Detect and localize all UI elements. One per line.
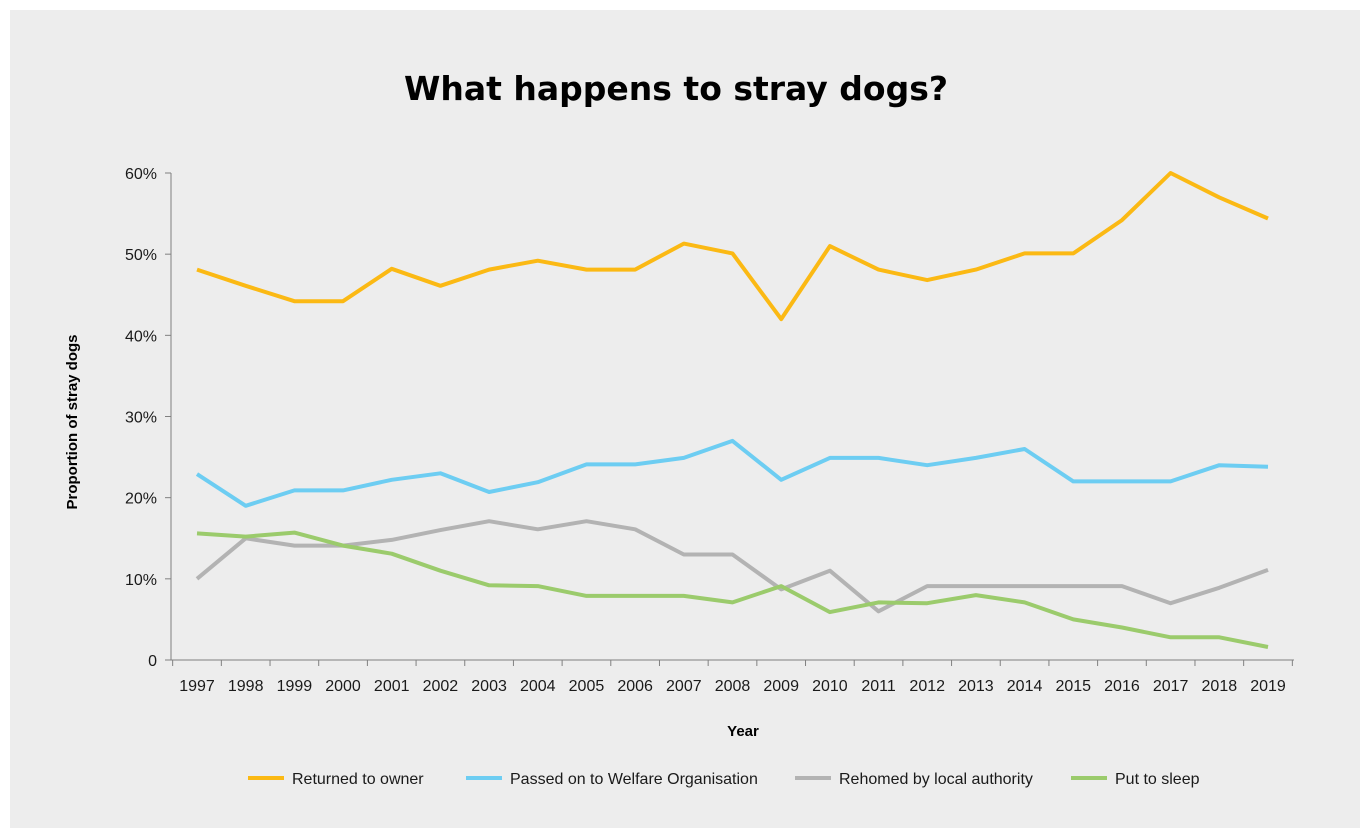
y-tick-label: 50% bbox=[125, 247, 157, 264]
x-tick-label: 2004 bbox=[520, 678, 556, 695]
legend-label-returned-to-owner: Returned to owner bbox=[292, 771, 424, 788]
x-tick-label: 2000 bbox=[325, 678, 361, 695]
legend: Returned to owner Passed on to Welfare Or… bbox=[248, 771, 1200, 788]
legend-label-rehomed-by-local-authority: Rehomed by local authority bbox=[839, 771, 1033, 788]
x-tick-label: 2005 bbox=[569, 678, 605, 695]
series-line-put-to-sleep bbox=[196, 530, 1269, 649]
x-axis-ticks: 1997 1998 1999 2000 2001 2002 2003 2004 2005 2006… bbox=[172, 660, 1293, 695]
x-tick-label: 1999 bbox=[277, 678, 313, 695]
x-tick-label: 2014 bbox=[1007, 678, 1043, 695]
x-tick-label: 2001 bbox=[374, 678, 410, 695]
line-chart: What happens to stray dogs? 0 10% 20% 30% 40… bbox=[64, 69, 1294, 788]
x-tick-label: 2019 bbox=[1250, 678, 1286, 695]
y-tick-label: 40% bbox=[125, 328, 157, 345]
x-tick-label: 2018 bbox=[1202, 678, 1238, 695]
chart-panel: What happens to stray dogs? 0 10% 20% 30% 40… bbox=[10, 10, 1360, 828]
y-tick-label: 60% bbox=[125, 166, 157, 183]
x-tick-label: 2006 bbox=[617, 678, 653, 695]
y-tick-label: 0 bbox=[148, 653, 157, 670]
x-tick-label: 2002 bbox=[423, 678, 459, 695]
series-line-returned-to-owner bbox=[196, 171, 1269, 322]
legend-label-passed-on-to-welfare-organisation: Passed on to Welfare Organisation bbox=[510, 771, 758, 788]
x-axis-title: Year bbox=[727, 723, 759, 740]
x-tick-label: 2012 bbox=[909, 678, 945, 695]
x-tick-label: 2017 bbox=[1153, 678, 1189, 695]
x-tick-label: 2015 bbox=[1055, 678, 1091, 695]
x-tick-label: 2010 bbox=[812, 678, 848, 695]
x-tick-label: 1997 bbox=[179, 678, 215, 695]
chart-title: What happens to stray dogs? bbox=[404, 69, 948, 108]
x-tick-label: 2007 bbox=[666, 678, 702, 695]
x-tick-label: 1998 bbox=[228, 678, 264, 695]
x-tick-label: 2013 bbox=[958, 678, 994, 695]
y-tick-label: 20% bbox=[125, 491, 157, 508]
x-tick-label: 2003 bbox=[471, 678, 507, 695]
y-axis-title: Proportion of stray dogs bbox=[64, 334, 81, 509]
series-line-rehomed-by-local-authority bbox=[195, 519, 1269, 614]
y-axis-ticks: 0 10% 20% 30% 40% 50% 60% bbox=[125, 166, 171, 670]
series-line-passed-on-to-welfare-organisation bbox=[195, 438, 1269, 508]
y-tick-label: 10% bbox=[125, 572, 157, 589]
y-tick-label: 30% bbox=[125, 410, 157, 427]
series-lines bbox=[195, 171, 1269, 649]
legend-label-put-to-sleep: Put to sleep bbox=[1115, 771, 1200, 788]
x-tick-label: 2016 bbox=[1104, 678, 1140, 695]
x-tick-label: 2011 bbox=[861, 678, 896, 695]
x-tick-label: 2009 bbox=[763, 678, 799, 695]
x-tick-label: 2008 bbox=[715, 678, 751, 695]
